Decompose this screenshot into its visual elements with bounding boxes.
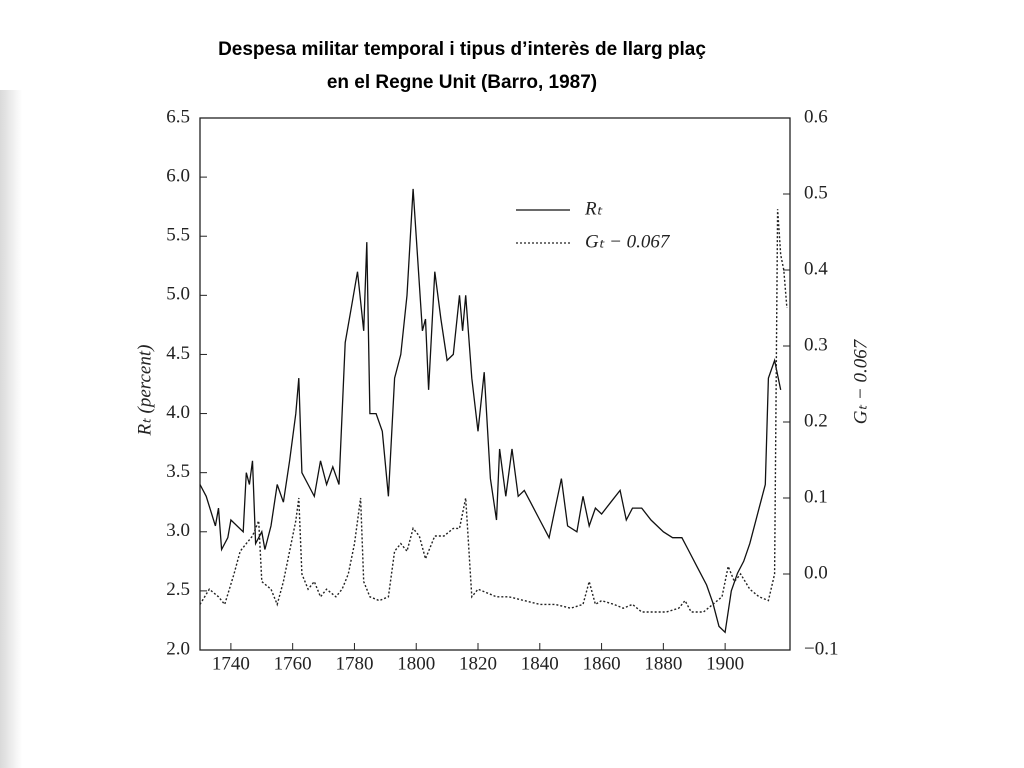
y-tick-label: 5.5 (166, 225, 190, 246)
y-tick-label: 5.0 (166, 284, 190, 305)
x-tick-label: 1840 (521, 653, 559, 674)
x-tick-label: 1860 (583, 653, 621, 674)
chart-title: Despesa militar temporal i tipus d’inter… (218, 39, 706, 60)
scan-shadow (0, 90, 22, 768)
y-tick-label: 6.0 (166, 165, 190, 186)
y-tick-label: 2.0 (166, 638, 190, 659)
y2-tick-label: 0.4 (804, 258, 828, 279)
series-line (199, 188, 782, 634)
y-tick-label: 6.5 (166, 106, 190, 127)
x-tick-label: 1760 (274, 653, 312, 674)
legend-label: Rₜ (584, 198, 603, 219)
x-tick-label: 1740 (212, 653, 250, 674)
y2-tick-label: 0.3 (804, 334, 828, 355)
y2-tick-label: 0.1 (804, 486, 828, 507)
y2-tick-label: 0.0 (804, 562, 828, 583)
x-tick-label: 1800 (397, 653, 435, 674)
x-tick-label: 1900 (706, 653, 744, 674)
legend-label: Gₜ − 0.067 (585, 231, 671, 252)
y2-tick-label: 0.6 (804, 106, 828, 127)
x-tick-label: 1780 (335, 653, 373, 674)
y-tick-label: 4.0 (166, 402, 190, 423)
x-tick-label: 1820 (459, 653, 497, 674)
plot-frame (199, 117, 791, 651)
y-tick-label: 2.5 (166, 579, 190, 600)
x-tick-label: 1880 (644, 653, 682, 674)
y2-tick-label: 0.5 (804, 182, 828, 203)
y-tick-label: 3.0 (166, 520, 190, 541)
y2-tick-label: −0.1 (804, 638, 838, 659)
y-tick-label: 3.5 (166, 461, 190, 482)
y-axis-label: Rₜ (percent) (134, 345, 155, 437)
series-line (199, 209, 788, 613)
chart-title: en el Regne Unit (Barro, 1987) (327, 72, 597, 93)
y-tick-label: 4.5 (166, 343, 190, 364)
y2-axis-label: Gₜ − 0.067 (850, 338, 871, 424)
y2-tick-label: 0.2 (804, 410, 828, 431)
